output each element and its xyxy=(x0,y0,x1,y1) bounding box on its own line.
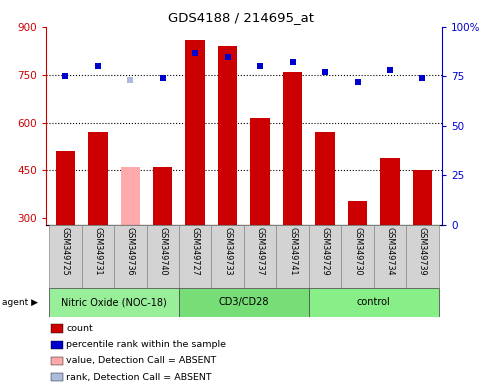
Bar xyxy=(283,71,302,225)
Text: GSM349739: GSM349739 xyxy=(418,227,427,275)
Bar xyxy=(341,225,374,288)
Text: GSM349729: GSM349729 xyxy=(321,227,329,275)
Bar xyxy=(309,225,341,288)
Text: GSM349737: GSM349737 xyxy=(256,227,265,275)
Text: count: count xyxy=(66,324,93,333)
Bar xyxy=(56,151,75,225)
Text: Nitric Oxide (NOC-18): Nitric Oxide (NOC-18) xyxy=(61,297,167,308)
Text: GSM349741: GSM349741 xyxy=(288,227,297,275)
Text: GDS4188 / 214695_at: GDS4188 / 214695_at xyxy=(169,11,314,24)
Bar xyxy=(218,46,238,225)
Text: GSM349736: GSM349736 xyxy=(126,227,135,275)
Text: CD3/CD28: CD3/CD28 xyxy=(219,297,269,308)
Text: GSM349727: GSM349727 xyxy=(191,227,199,275)
Bar xyxy=(185,40,205,225)
Bar xyxy=(212,225,244,288)
Text: control: control xyxy=(357,297,391,308)
Text: GSM349733: GSM349733 xyxy=(223,227,232,275)
Bar xyxy=(276,225,309,288)
Text: value, Detection Call = ABSENT: value, Detection Call = ABSENT xyxy=(66,356,216,366)
Bar xyxy=(88,132,108,225)
Text: GSM349734: GSM349734 xyxy=(385,227,395,275)
Bar xyxy=(49,288,179,317)
Bar xyxy=(179,225,212,288)
Bar xyxy=(413,170,432,225)
Bar xyxy=(309,288,439,317)
Bar xyxy=(380,158,400,225)
Text: GSM349730: GSM349730 xyxy=(353,227,362,275)
Text: GSM349740: GSM349740 xyxy=(158,227,167,275)
Text: percentile rank within the sample: percentile rank within the sample xyxy=(66,340,226,349)
Bar xyxy=(315,132,335,225)
Bar xyxy=(374,225,406,288)
Bar xyxy=(146,225,179,288)
Bar xyxy=(82,225,114,288)
Bar xyxy=(114,225,146,288)
Bar xyxy=(49,225,82,288)
Bar xyxy=(250,118,270,225)
Text: GSM349725: GSM349725 xyxy=(61,227,70,275)
Bar xyxy=(121,167,140,225)
Bar xyxy=(153,167,172,225)
Text: rank, Detection Call = ABSENT: rank, Detection Call = ABSENT xyxy=(66,372,212,382)
Bar xyxy=(406,225,439,288)
Bar xyxy=(244,225,276,288)
Text: GSM349731: GSM349731 xyxy=(93,227,102,275)
Bar xyxy=(179,288,309,317)
Text: agent ▶: agent ▶ xyxy=(2,298,39,307)
Bar xyxy=(348,201,367,225)
